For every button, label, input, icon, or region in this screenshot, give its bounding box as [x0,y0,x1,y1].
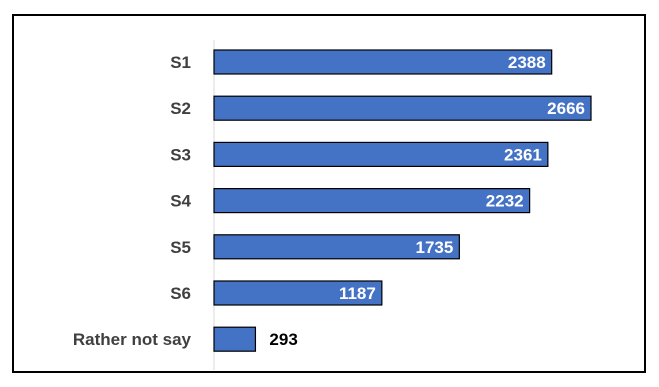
bar [213,49,553,75]
data-label: 1735 [416,238,454,257]
category-label: S3 [170,145,191,164]
bar [213,280,383,306]
category-label: Rather not say [73,330,192,349]
category-label: S2 [170,99,191,118]
category-label: S1 [170,53,191,72]
data-label: 1187 [339,284,376,303]
bar [213,95,592,121]
data-label: 2388 [508,53,546,72]
category-label: S6 [170,284,191,303]
bar [213,326,257,352]
data-label: 2232 [486,192,524,211]
category-label: S5 [170,238,191,257]
bar [213,234,460,260]
bar [213,141,549,167]
data-label: 293 [269,330,297,349]
bar [213,188,531,214]
category-label: S4 [170,192,191,211]
data-label: 2361 [504,145,542,164]
data-label: 2666 [547,99,585,118]
bars-layer: S1 2388 S2 2666 S3 2361 S4 2232 S5 1735 S6 1187 Rath… [73,49,592,352]
